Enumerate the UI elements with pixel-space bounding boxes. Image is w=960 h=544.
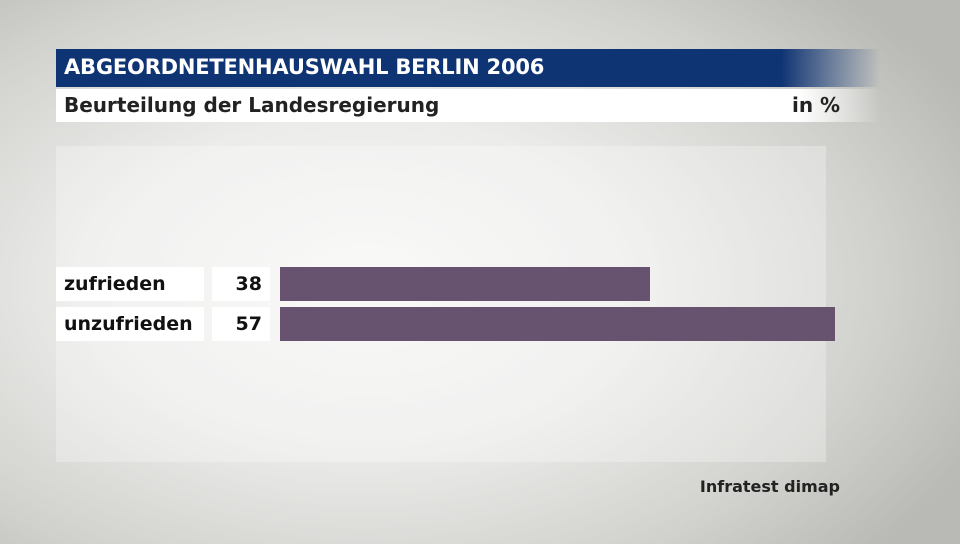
bar-row: unzufrieden 57: [56, 307, 856, 341]
chart-subtitle: Beurteilung der Landesregierung: [64, 93, 440, 117]
subtitle-bar: Beurteilung der Landesregierung in %: [56, 89, 880, 122]
value-label-box: 57: [212, 307, 270, 341]
chart-title: ABGEORDNETENHAUSWAHL BERLIN 2006: [64, 55, 545, 79]
plot-area: [56, 146, 826, 462]
bar: [280, 307, 835, 341]
category-label: unzufrieden: [64, 313, 193, 335]
source-label: Infratest dimap: [699, 477, 840, 496]
unit-label: in %: [792, 93, 841, 117]
value-label: 38: [235, 273, 262, 295]
value-label-box: 38: [212, 267, 270, 301]
category-label-box: unzufrieden: [56, 307, 204, 341]
bar: [280, 267, 650, 301]
category-label: zufrieden: [64, 273, 166, 295]
title-bar: ABGEORDNETENHAUSWAHL BERLIN 2006: [56, 49, 880, 87]
bar-row: zufrieden 38: [56, 267, 856, 301]
value-label: 57: [235, 313, 262, 335]
category-label-box: zufrieden: [56, 267, 204, 301]
